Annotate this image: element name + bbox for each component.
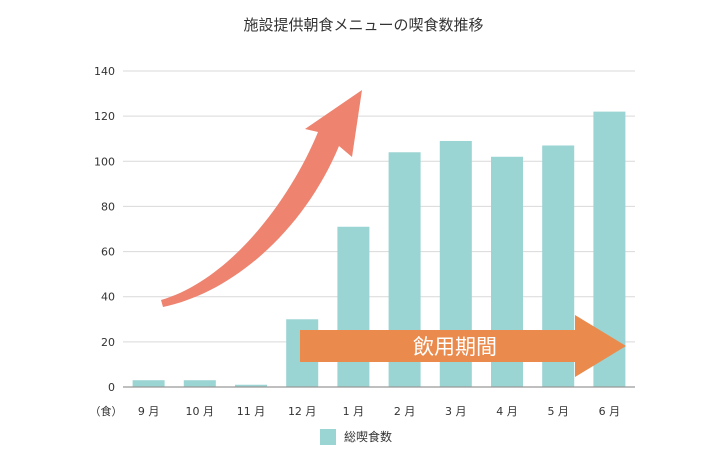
y-tick-label: 120 [94, 110, 115, 123]
x-tick-label: 11 月 [237, 405, 266, 418]
trend-arrow [161, 90, 362, 307]
bar [235, 384, 267, 387]
x-tick-label: 9 月 [138, 405, 160, 418]
x-unit-label: （食） [90, 404, 123, 418]
x-tick-label: 6 月 [599, 405, 621, 418]
y-tick-label: 140 [94, 65, 115, 78]
y-tick-label: 80 [101, 200, 115, 213]
x-tick-label: 10 月 [186, 405, 215, 418]
bar [337, 226, 370, 387]
bar [132, 380, 165, 387]
y-tick-label: 40 [101, 291, 115, 304]
x-tick-label: 12 月 [288, 405, 317, 418]
bar [183, 380, 216, 387]
x-tick-label: 1 月 [343, 405, 365, 418]
annotations: 飲用期間 [161, 90, 626, 377]
x-tick-label: 3 月 [445, 405, 467, 418]
y-tick-label: 100 [94, 155, 115, 168]
chart-title: 施設提供朝食メニューの喫食数推移 [243, 16, 484, 34]
y-tick-label: 60 [101, 246, 115, 259]
y-tick-label: 0 [108, 381, 115, 394]
x-tick-label: 4 月 [496, 405, 518, 418]
period-arrow [300, 315, 626, 377]
y-tick-label: 20 [101, 336, 115, 349]
x-tick-label: 5 月 [547, 405, 569, 418]
axes: 0 20 40 60 80 100 120 140 9 月 10 月 11 月 12 月 1 月 2 月 3… [90, 65, 635, 418]
legend-label: 総喫食数 [344, 430, 393, 444]
x-tick-label: 2 月 [394, 405, 416, 418]
legend-swatch [320, 428, 336, 445]
period-label: 飲用期間 [413, 335, 497, 359]
legend: 総喫食数 [320, 428, 392, 445]
